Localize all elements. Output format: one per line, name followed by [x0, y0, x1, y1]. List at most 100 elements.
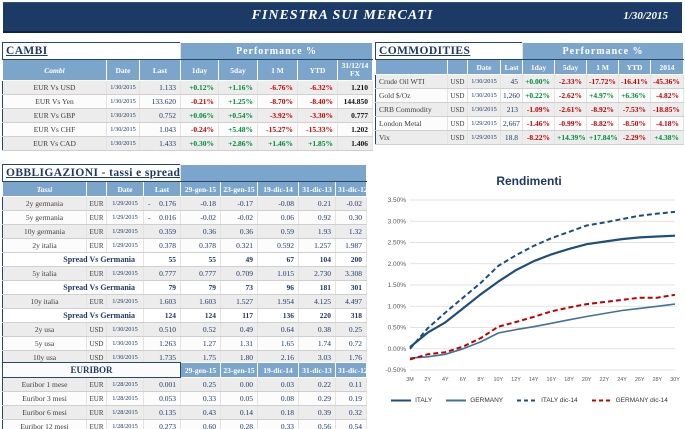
legend-line-sample [391, 399, 412, 402]
hist-value: 0.05 [220, 391, 259, 406]
table-row: London Metal USD 1/29/2015 2,667 -1.46% -0.99… [375, 116, 685, 131]
currency-cell: EUR [86, 210, 107, 225]
column-header: 19-dic-14 [257, 362, 300, 378]
last-value: 1.433 [139, 136, 181, 151]
table-row: EUR Vs Yen 1/30/2015 133.620 -0.21% +1.25% -8… [2, 94, 374, 109]
y-axis-tick: 3.50% [388, 197, 407, 204]
obbligazioni-panel: OBBLIGAZIONI - tassi e spread Tassi Date La… [2, 164, 368, 365]
perf-value: -0.21% [180, 94, 219, 109]
perf-value: -45.36% [650, 74, 685, 89]
table-row: EURIBOR 29-gen-15 23-gen-15 19-dic-14 31-dic… [1, 362, 368, 378]
perf-value: +4.97% [586, 88, 620, 103]
spread-value: 318 [335, 308, 368, 323]
hist-value: 0.00 [220, 377, 259, 392]
table-row: 5y usa USD 1/30/2015 1.263 1.27 1.31 1.65 1.74 0… [2, 336, 368, 351]
fx-value: 1.406 [336, 136, 374, 151]
currency-cell: EUR [86, 405, 107, 420]
fx-value: 1.210 [336, 80, 374, 95]
hist-value: 0.33 [180, 391, 222, 406]
column-header: Cambi [2, 59, 107, 81]
currency-cell: USD [447, 102, 468, 117]
date-cell: 1/30/2015 [106, 80, 140, 95]
row-label: CRB Commodity [375, 102, 448, 117]
perf-value: +1.16% [218, 80, 258, 95]
last-value: 133.620 [139, 94, 181, 109]
perf-value: +0.00% [522, 74, 556, 89]
row-label: Euribor 3 mesi [2, 391, 87, 406]
hist-value: 0.43 [180, 405, 222, 420]
x-axis-tick: 12Y [511, 377, 521, 383]
commodities-table: COMMODITIES Performance % Date Last 1day 5day… [375, 42, 685, 145]
perf-value: +1.25% [218, 94, 258, 109]
table-row: 2y italia EUR 1/29/2015 0.378 0.378 0.321 0.59… [2, 238, 368, 253]
perf-value: -8.70% [257, 94, 298, 109]
last-value: 2,667 [500, 116, 524, 131]
column-header: 31-dic-12 [335, 362, 368, 378]
y-axis-tick: 2.00% [388, 261, 407, 268]
panel-title: COMMODITIES [375, 42, 524, 60]
date-cell: 1/28/2015 [106, 377, 144, 392]
perf-value: -2.29% [618, 130, 652, 145]
hist-value: 0.54 [335, 419, 368, 429]
spread-value: 55 [143, 252, 182, 267]
hist-value: 0.64 [257, 322, 300, 337]
series-germany [409, 303, 676, 359]
spread-value: 301 [335, 280, 368, 295]
perf-value: -7.53% [618, 102, 652, 117]
chart-legend: ITALY GERMANY ITALY dic-14 GERMANY dic-14 [374, 397, 684, 404]
hist-value: 3.03 [298, 350, 337, 365]
obbligazioni-table: OBBLIGAZIONI - tassi e spread Tassi Date La… [2, 164, 368, 365]
perf-value: -8.40% [297, 94, 338, 109]
hist-value: 0.03 [257, 377, 300, 392]
hist-value: 1.603 [180, 294, 222, 309]
table-row: 5y germania EUR 1/29/2015-0.016 -0.02 -0.02 0… [2, 210, 368, 225]
table-row: Cambi Date Last 1day 5day 1 M YTD 31/12/14 FX [2, 59, 374, 81]
hist-value: 4.497 [335, 294, 368, 309]
header-date: 1/30/2015 [623, 10, 668, 22]
hist-value: 1.954 [257, 294, 300, 309]
row-label: Crude Oil WTI [375, 74, 448, 89]
currency-cell: EUR [86, 238, 107, 253]
perf-value: +4.38% [650, 130, 685, 145]
header-band [180, 164, 368, 182]
column-header: 23-gen-15 [220, 181, 259, 197]
table-row: 10y germania EUR 1/29/2015 0.359 0.36 0.36 0.5… [2, 224, 368, 239]
series-germany-dic-14 [409, 293, 676, 361]
y-axis-tick: 0.00% [388, 346, 407, 353]
row-label: 2y usa [2, 322, 87, 337]
perf-value: +0.06% [180, 108, 219, 123]
last-value: 1,260 [500, 88, 524, 103]
hist-value: 0.52 [180, 322, 222, 337]
series-italy-dic-14 [409, 210, 676, 350]
last-value: -0.016 [143, 210, 182, 225]
panel-title-text: COMMODITIES [379, 45, 471, 57]
date-cell: 1/30/2015 [106, 322, 144, 337]
row-label: Gold $/Oz [375, 88, 448, 103]
last-value: 0.359 [143, 224, 182, 239]
spread-value: 117 [220, 308, 259, 323]
date-cell: 1/30/2015 [467, 74, 501, 89]
hist-value: 1.015 [257, 266, 300, 281]
row-label: 10y italia [2, 294, 87, 309]
column-header: 1day [522, 59, 556, 75]
row-label: Vix [375, 130, 448, 145]
last-value: -0.176 [143, 196, 182, 211]
column-header [447, 59, 468, 75]
hist-value: 0.28 [220, 419, 259, 429]
perf-value: -15.33% [297, 122, 338, 137]
table-row: Spread Vs Germania 79 79 73 96 181 301 [2, 280, 368, 295]
fx-value: 0.777 [336, 108, 374, 123]
y-axis-tick: 2.50% [388, 240, 407, 247]
table-row: 5y italia EUR 1/29/2015 0.777 0.777 0.709 1.01… [2, 266, 368, 281]
spread-value: 136 [257, 308, 300, 323]
perf-value: -4.82% [650, 88, 685, 103]
hist-value: -0.02 [220, 210, 259, 225]
spread-value: 67 [257, 252, 300, 267]
spread-value: 55 [180, 252, 222, 267]
row-label: 5y italia [2, 266, 87, 281]
column-header: 5day [554, 59, 588, 75]
perf-value: -8.50% [618, 116, 652, 131]
last-value: 0.053 [143, 391, 182, 406]
hist-value: 0.36 [180, 224, 222, 239]
perf-value: -15.27% [257, 122, 298, 137]
